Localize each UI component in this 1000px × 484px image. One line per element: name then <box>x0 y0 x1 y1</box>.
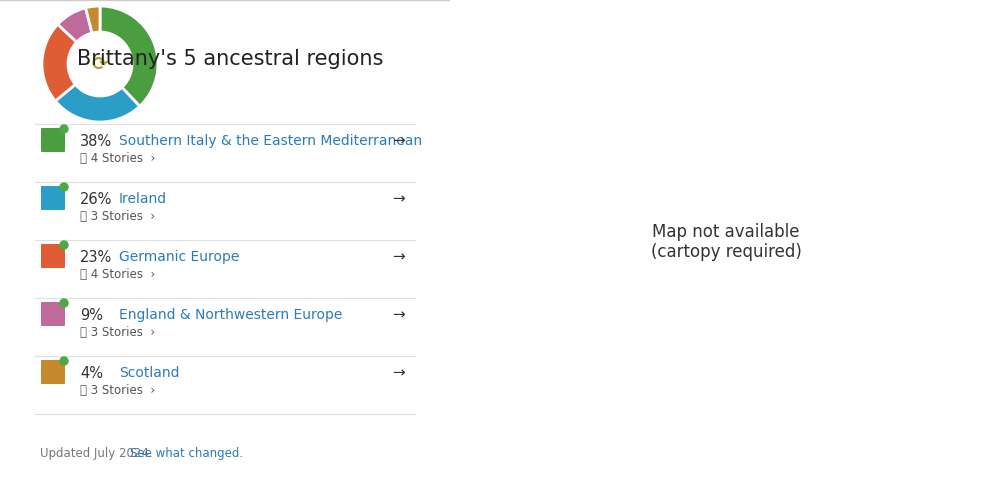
Text: →: → <box>392 365 405 380</box>
Text: Germanic Europe: Germanic Europe <box>119 250 239 264</box>
Wedge shape <box>55 84 140 122</box>
Text: 26%: 26% <box>80 192 112 207</box>
Wedge shape <box>100 6 158 106</box>
Text: →: → <box>392 134 405 149</box>
Text: Map not available
(cartopy required): Map not available (cartopy required) <box>651 223 801 261</box>
Text: 38%: 38% <box>80 134 112 149</box>
Text: 23%: 23% <box>80 249 112 264</box>
Circle shape <box>60 183 68 191</box>
Text: Southern Italy & the Eastern Mediterranean: Southern Italy & the Eastern Mediterrane… <box>119 134 422 148</box>
Text: England & Northwestern Europe: England & Northwestern Europe <box>119 308 342 322</box>
Text: ⟳: ⟳ <box>92 55 108 74</box>
FancyBboxPatch shape <box>41 360 65 384</box>
Wedge shape <box>86 6 100 33</box>
FancyBboxPatch shape <box>41 244 65 268</box>
Circle shape <box>60 241 68 249</box>
Text: 📄 3 Stories  ›: 📄 3 Stories › <box>80 211 155 224</box>
Text: Scotland: Scotland <box>119 366 180 380</box>
Text: 📄 4 Stories  ›: 📄 4 Stories › <box>80 269 155 282</box>
Text: See what changed.: See what changed. <box>130 448 243 460</box>
Circle shape <box>60 125 68 133</box>
Circle shape <box>60 299 68 307</box>
Wedge shape <box>58 8 92 42</box>
Circle shape <box>60 357 68 365</box>
Text: 📄 3 Stories  ›: 📄 3 Stories › <box>80 384 155 397</box>
Text: 4%: 4% <box>80 365 103 380</box>
FancyBboxPatch shape <box>41 128 65 152</box>
FancyBboxPatch shape <box>41 302 65 326</box>
Text: 📄 4 Stories  ›: 📄 4 Stories › <box>80 152 155 166</box>
Text: Ireland: Ireland <box>119 192 167 206</box>
Text: Brittany's 5 ancestral regions: Brittany's 5 ancestral regions <box>77 49 383 69</box>
FancyBboxPatch shape <box>41 186 65 210</box>
Text: 9%: 9% <box>80 307 103 322</box>
Text: →: → <box>392 192 405 207</box>
Text: →: → <box>392 249 405 264</box>
Text: Updated July 2024.: Updated July 2024. <box>40 448 153 460</box>
Text: 📄 3 Stories  ›: 📄 3 Stories › <box>80 327 155 339</box>
Circle shape <box>68 32 132 96</box>
Wedge shape <box>42 24 77 101</box>
Text: →: → <box>392 307 405 322</box>
